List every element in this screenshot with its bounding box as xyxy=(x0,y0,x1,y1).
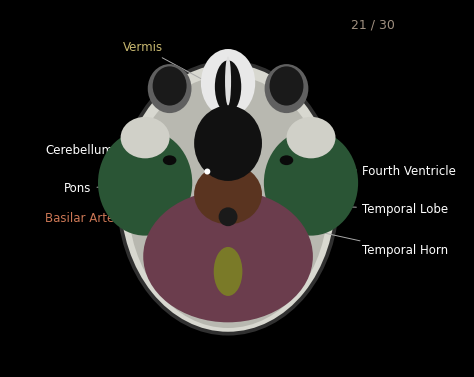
Text: 21 / 30: 21 / 30 xyxy=(351,18,395,31)
Ellipse shape xyxy=(286,117,336,158)
Ellipse shape xyxy=(225,57,231,106)
Ellipse shape xyxy=(98,130,192,236)
Text: Cerebellum: Cerebellum xyxy=(45,144,148,157)
Ellipse shape xyxy=(264,130,358,236)
Ellipse shape xyxy=(204,169,210,175)
Ellipse shape xyxy=(117,60,339,336)
Ellipse shape xyxy=(148,64,191,113)
Ellipse shape xyxy=(128,75,328,328)
Ellipse shape xyxy=(194,164,262,224)
Text: Temporal Lobe: Temporal Lobe xyxy=(318,203,448,216)
Text: Basilar Artery: Basilar Artery xyxy=(45,206,152,225)
Text: Vermis: Vermis xyxy=(122,41,203,80)
Ellipse shape xyxy=(153,66,187,106)
Ellipse shape xyxy=(163,155,176,165)
Ellipse shape xyxy=(201,49,255,117)
Text: Fourth Ventricle: Fourth Ventricle xyxy=(280,165,456,178)
Ellipse shape xyxy=(143,190,313,322)
Ellipse shape xyxy=(215,60,241,113)
Ellipse shape xyxy=(264,64,309,113)
Ellipse shape xyxy=(194,106,262,181)
Text: Pons: Pons xyxy=(64,182,161,195)
Ellipse shape xyxy=(214,247,242,296)
Ellipse shape xyxy=(219,207,237,226)
Text: Temporal Horn: Temporal Horn xyxy=(270,221,448,257)
Ellipse shape xyxy=(280,155,293,165)
Ellipse shape xyxy=(120,64,336,332)
Ellipse shape xyxy=(120,117,170,158)
Ellipse shape xyxy=(270,66,303,106)
